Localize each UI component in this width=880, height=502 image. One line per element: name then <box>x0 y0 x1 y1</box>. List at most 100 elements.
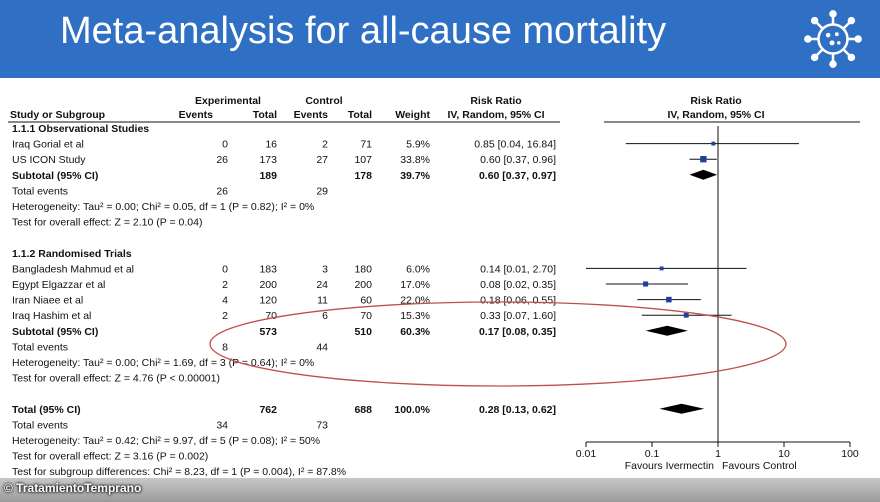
exp-total-cell: 183 <box>259 263 277 275</box>
header-exp-total: Total <box>253 109 277 121</box>
ctl-total-cell: 107 <box>354 154 372 166</box>
estimate-square <box>659 266 664 271</box>
pooled-diamond <box>659 403 705 414</box>
estimate-square <box>643 281 649 287</box>
header-experimental: Experimental <box>195 95 261 107</box>
pooled-diamond <box>645 325 688 336</box>
x-tick-label: 0.01 <box>576 448 597 460</box>
exp-events-cell: 2 <box>222 279 228 291</box>
weight-cell: 17.0% <box>400 279 430 291</box>
favours-left-label: Favours Ivermectin <box>625 460 714 472</box>
weight-cell: 39.7% <box>400 170 430 182</box>
header-risk-ratio: Risk Ratio <box>470 95 521 107</box>
text-label: Test for subgroup differences: Chi² = 8.… <box>12 466 346 478</box>
ctl-total-cell: 60 <box>360 295 372 307</box>
exp-events-cell: 26 <box>216 185 228 197</box>
ctl-total-cell: 70 <box>360 310 372 322</box>
events-label: Total events <box>12 419 68 431</box>
exp-total-cell: 189 <box>259 170 277 182</box>
estimate-square <box>683 312 689 318</box>
x-tick-label: 0.1 <box>645 448 660 460</box>
exp-total-cell: 173 <box>259 154 277 166</box>
header-risk-ratio-method: IV, Random, 95% CI <box>447 109 544 121</box>
ctl-total-cell: 178 <box>354 170 372 182</box>
header-ctl-total: Total <box>348 109 372 121</box>
header-control: Control <box>305 95 342 107</box>
risk-ratio-cell: 0.60 [0.37, 0.96] <box>480 154 556 166</box>
plot-header-method: IV, Random, 95% CI <box>667 109 764 121</box>
favours-right-label: Favours Control <box>722 460 797 472</box>
study-label: Iran Niaee et al <box>12 295 83 307</box>
weight-cell: 60.3% <box>400 326 430 338</box>
ctl-events-cell: 2 <box>322 139 328 151</box>
risk-ratio-cell: 0.33 [0.07, 1.60] <box>480 310 556 322</box>
exp-events-cell: 0 <box>222 139 228 151</box>
exp-total-cell: 762 <box>259 404 277 416</box>
ctl-total-cell: 180 <box>354 263 372 275</box>
exp-total-cell: 70 <box>265 310 277 322</box>
subtotal-label: Total (95% CI) <box>12 404 81 416</box>
table-rows: 1.1.1 Observational Studies Iraq Gorial e… <box>12 123 556 478</box>
risk-ratio-cell: 0.17 [0.08, 0.35] <box>479 326 556 338</box>
exp-events-cell: 8 <box>222 341 228 353</box>
risk-ratio-cell: 0.08 [0.02, 0.35] <box>480 279 556 291</box>
events-label: Total events <box>12 341 68 353</box>
weight-cell: 6.0% <box>406 263 430 275</box>
estimate-square <box>711 141 716 146</box>
exp-events-cell: 26 <box>216 154 228 166</box>
risk-ratio-cell: 0.28 [0.13, 0.62] <box>479 404 556 416</box>
text-label: Test for overall effect: Z = 2.10 (P = 0… <box>12 217 202 229</box>
column-headers: Study or Subgroup Experimental Control E… <box>10 95 765 121</box>
header-ctl-events: Events <box>294 109 329 121</box>
study-label: Egypt Elgazzar et al <box>12 279 105 291</box>
estimate-square <box>700 156 707 163</box>
exp-total-cell: 200 <box>259 279 277 291</box>
ctl-events-cell: 24 <box>316 279 328 291</box>
exp-total-cell: 120 <box>259 295 277 307</box>
risk-ratio-cell: 0.18 [0.06, 0.55] <box>480 295 556 307</box>
study-label: Iraq Hashim et al <box>12 310 91 322</box>
plot-header-risk-ratio: Risk Ratio <box>690 95 741 107</box>
text-label: Heterogeneity: Tau² = 0.00; Chi² = 0.05,… <box>12 201 314 213</box>
exp-events-cell: 4 <box>222 295 228 307</box>
virus-icon <box>804 10 862 68</box>
study-label: US ICON Study <box>12 154 86 166</box>
ctl-events-cell: 73 <box>316 419 328 431</box>
x-tick-label: 1 <box>715 448 721 460</box>
subtotal-label: Subtotal (95% CI) <box>12 326 98 338</box>
ctl-events-cell: 44 <box>316 341 328 353</box>
title-banner: Meta-analysis for all-cause mortality <box>0 0 880 78</box>
header-study: Study or Subgroup <box>10 109 105 121</box>
risk-ratio-cell: 0.60 [0.37, 0.97] <box>479 170 556 182</box>
ctl-total-cell: 200 <box>354 279 372 291</box>
group-label: 1.1.1 Observational Studies <box>12 123 149 135</box>
page-title: Meta-analysis for all-cause mortality <box>60 10 667 52</box>
text-label: Heterogeneity: Tau² = 0.42; Chi² = 9.97,… <box>12 435 320 447</box>
weight-cell: 15.3% <box>400 310 430 322</box>
credit-text: © TratamientoTemprano <box>4 481 142 495</box>
ctl-events-cell: 11 <box>317 295 328 307</box>
exp-events-cell: 0 <box>222 263 228 275</box>
pooled-diamond <box>689 169 718 180</box>
estimate-square <box>666 296 672 303</box>
text-label: Heterogeneity: Tau² = 0.00; Chi² = 1.69,… <box>12 357 314 369</box>
exp-events-cell: 34 <box>216 419 228 431</box>
ctl-total-cell: 71 <box>360 139 372 151</box>
study-label: Bangladesh Mahmud et al <box>12 263 134 275</box>
risk-ratio-cell: 0.85 [0.04, 16.84] <box>474 139 556 151</box>
text-label: Test for overall effect: Z = 3.16 (P = 0… <box>12 451 208 463</box>
ctl-events-cell: 3 <box>322 263 328 275</box>
subtotal-label: Subtotal (95% CI) <box>12 170 98 182</box>
exp-total-cell: 573 <box>259 326 277 338</box>
plot-area: 0.01 0.1 1 10 100 Favours Ivermectin Favours C… <box>576 126 859 472</box>
weight-cell: 33.8% <box>400 154 430 166</box>
header-weight: Weight <box>395 109 430 121</box>
ctl-total-cell: 510 <box>354 326 372 338</box>
group-label: 1.1.2 Randomised Trials <box>12 248 132 260</box>
exp-total-cell: 16 <box>265 139 277 151</box>
ctl-events-cell: 27 <box>316 154 328 166</box>
weight-cell: 5.9% <box>406 139 430 151</box>
study-label: Iraq Gorial et al <box>12 139 84 151</box>
events-label: Total events <box>12 185 68 197</box>
